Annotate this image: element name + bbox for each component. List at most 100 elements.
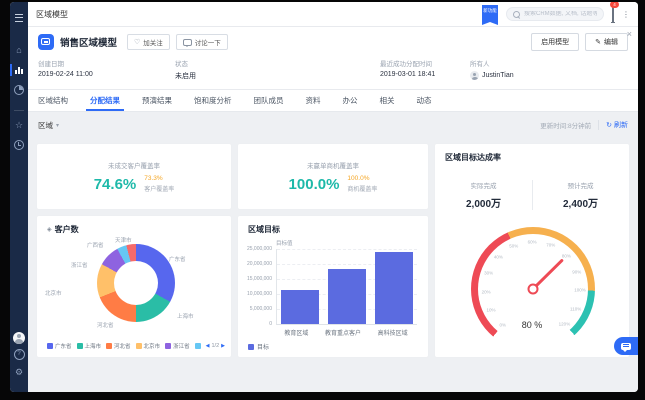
donut-slice-label: 浙江省 [71,263,88,269]
search-icon [513,10,520,18]
analytics-icon[interactable] [10,62,28,78]
donut-legend-items: 广东省 上海市 河北省 北京市 浙江省 [47,342,201,350]
new-feature-ribbon[interactable]: 新功能 [482,5,498,25]
legend-item[interactable]: 上海市 [76,342,101,350]
y-tick-label: 25,000,000 [246,246,272,252]
global-search[interactable] [506,7,604,21]
heart-icon: ♡ [134,38,141,46]
gauge-tick-label: 50% [509,243,519,249]
tab-region-structure[interactable]: 区域结构 [38,96,68,105]
tab-assignment-result[interactable]: 分配结果 [79,90,131,111]
gauge-tick-label: 0% [499,322,507,328]
bar-plot [276,249,417,325]
gauge-tick-label: 100% [574,287,586,293]
gauge-tick-label: 90% [572,269,582,275]
tab-related[interactable]: 相关 [379,96,395,105]
clock-icon[interactable] [10,137,28,153]
bar[interactable] [374,252,413,324]
donut-slice-label: 广东省 [169,257,186,263]
divider [532,180,533,210]
y-axis-label: 目标值 [276,241,293,247]
field-owner: 所有人 JustinTian [470,61,514,80]
model-title: 销售区域模型 [60,38,118,49]
stat-actual: 实际完成 2,000万 [465,183,502,210]
gauge-tick-label: 30% [484,270,494,276]
model-header-panel: 销售区域模型 ♡ 加关注 讨论一下 启用模型 ✎ 编辑 [28,27,638,90]
update-time-text: 更新时间:8分钟前 [540,123,592,130]
donut-card-customer-count: ◈ 客户数 广东省 上海市 河北省 北京市 浙江省 广西省 天津市 广东省 上海市 河北省 北京市… [36,215,232,358]
bar[interactable] [327,269,366,324]
search-input[interactable] [524,11,597,17]
kpi-card-customer-coverage: 未成交客户覆盖率 74.6% 73.3% 客户覆盖率 [36,143,232,210]
stat-expected: 预计完成 2,400万 [562,183,599,210]
owner-name[interactable]: JustinTian [482,72,514,79]
donut-slice-label: 广西省 [87,243,104,249]
x-label: 教育重点客户 [324,331,361,337]
gauge-tick-label: 110% [570,306,582,312]
notification-badge: 4 [610,2,619,8]
bar[interactable] [281,290,320,324]
x-label: 教育区域 [284,331,309,337]
gauge-tick-label: 120% [558,321,571,327]
pager-prev-icon[interactable]: ◀ [205,343,210,349]
notifications-button[interactable]: 4 [610,2,619,23]
donut-hole [114,261,158,305]
follow-button[interactable]: ♡ 加关注 [127,34,170,50]
bar-yticks: 25,000,000 20,000,000 15,000,000 10,000,000… [238,246,272,327]
gear-icon[interactable]: ⚙ [14,366,24,377]
chat-fab-button[interactable] [614,337,638,355]
owner-avatar [470,71,479,80]
kpi-main-value: 74.6% [93,175,137,193]
tab-materials[interactable]: 资料 [305,96,321,105]
donut-card-title: 客户数 [54,225,79,234]
discuss-button[interactable]: 讨论一下 [175,34,228,50]
tab-office[interactable]: 办公 [342,96,358,105]
kpi-target-value: 100.0% [347,175,370,182]
bar-card-region-target: 区域目标 目标值 25,000,000 20,000,000 15,000,000 1… [237,215,429,358]
region-filter[interactable]: 区域 ▾ [38,120,60,130]
tab-preview-result[interactable]: 预演结果 [142,96,172,105]
topbar: 区域模型 新功能 4 ⋮ [28,2,638,27]
divider [598,120,600,130]
pager-next-icon[interactable]: ▶ [221,343,225,349]
donut-slice-label: 北京市 [45,291,62,297]
pager-page: 1/2 [211,343,220,349]
gauge-tick-label: 80% [561,253,571,259]
refresh-button[interactable]: ↻ 刷新 [606,122,628,129]
enable-model-button[interactable]: 启用模型 [531,33,580,51]
tab-bar: 区域结构 分配结果 预演结果 饱和度分析 团队成员 资料 办公 相关 动态 [28,90,638,112]
diamond-icon: ◈ [47,227,52,233]
tab-activity[interactable]: 动态 [416,96,432,105]
legend-item[interactable]: 广东省 [47,342,72,350]
home-icon[interactable]: ⌂ [16,45,22,55]
pie-icon[interactable] [10,82,28,98]
model-app-icon [38,34,54,50]
kebab-menu-icon[interactable]: ⋮ [622,9,630,19]
tab-team-members[interactable]: 团队成员 [253,96,284,105]
gauge-card-title: 区域目标达成率 [445,153,501,162]
menu-icon[interactable] [10,10,28,26]
gauge-tick-label: 70% [546,242,556,248]
close-icon[interactable]: × [626,29,632,39]
field-created-date: 创建日期 2019-02-24 11:00 [38,61,93,78]
help-icon[interactable]: ? [13,349,25,360]
legend-item[interactable] [194,342,201,350]
kpi-main-value: 100.0% [288,175,340,193]
sidebar: ⌂ ☆ ? ⚙ [10,2,28,392]
legend-item[interactable]: 北京市 [135,342,160,350]
bar-series[interactable] [277,249,417,324]
y-tick-label: 10,000,000 [246,291,272,297]
edit-button[interactable]: ✎ 编辑 [585,33,628,51]
field-last-assign-time: 最近成功分配时间 2019-03-01 18:41 [380,61,436,78]
gauge-tick-label: 40% [493,254,503,260]
user-avatar[interactable] [13,332,25,344]
gauge-tick-label: 60% [527,239,537,245]
y-tick-label: 0 [269,321,272,327]
legend-item[interactable]: 河北省 [106,342,131,350]
legend-item[interactable]: 浙江省 [165,342,190,350]
star-icon[interactable]: ☆ [14,119,24,130]
donut-area: 广东省 上海市 河北省 北京市 浙江省 广西省 天津市 [37,216,231,357]
chat-bubble-icon [182,38,192,47]
tab-saturation-analysis[interactable]: 饱和度分析 [194,96,232,105]
y-tick-label: 15,000,000 [246,276,272,282]
